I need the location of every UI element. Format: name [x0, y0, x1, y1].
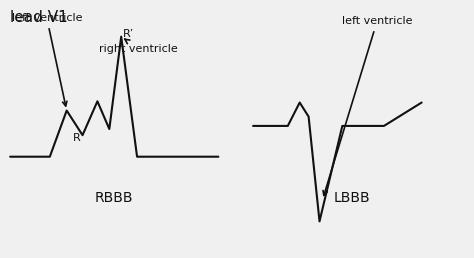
Text: lead V1: lead V1: [10, 10, 68, 25]
Text: RBBB: RBBB: [95, 191, 134, 205]
Text: R: R: [73, 133, 81, 143]
Text: LBBB: LBBB: [334, 191, 371, 205]
Text: left ventricle: left ventricle: [11, 13, 82, 106]
Text: right ventricle: right ventricle: [100, 39, 178, 54]
Text: R’: R’: [123, 29, 135, 38]
Text: left ventricle: left ventricle: [323, 16, 412, 195]
